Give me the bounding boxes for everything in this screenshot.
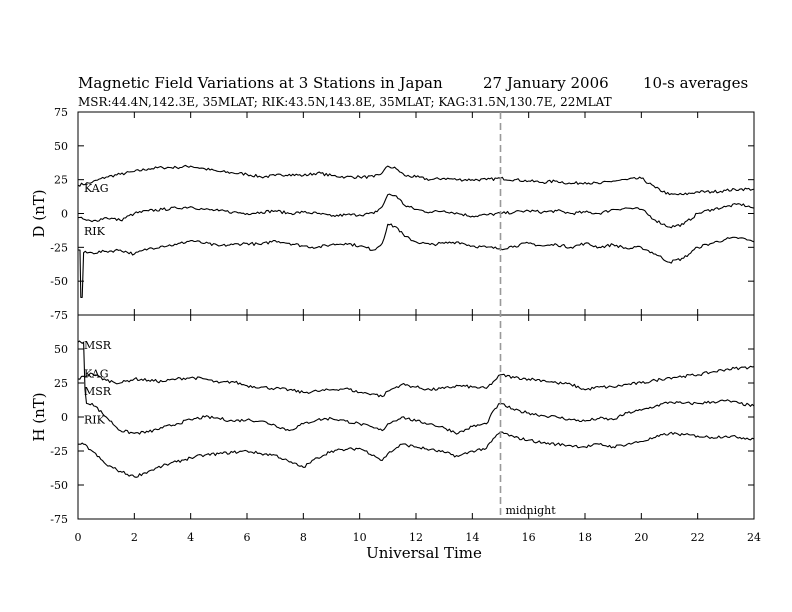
trace-label-rik: RIK (84, 225, 106, 238)
series-rik-d (77, 193, 755, 229)
trace-label-kag: KAG (84, 367, 109, 380)
panel-2: 50 25 0 -25 -50 -75 H (nT) KAG MSR MSR RIK (30, 314, 755, 526)
series-msr-d (78, 223, 755, 298)
x-tick-label: 12 (409, 531, 423, 544)
x-tick-label: 18 (578, 531, 592, 544)
y-tick-label: -25 (50, 445, 68, 458)
x-tick-label: 0 (75, 531, 82, 544)
x-tick-label: 8 (300, 531, 307, 544)
panel-frame (77, 111, 755, 316)
trace-label-kag: KAG (84, 182, 109, 195)
chart-title: Magnetic Field Variations at 3 Stations … (78, 74, 748, 109)
series-kag-d (77, 164, 755, 196)
y-tick-label: -50 (50, 275, 68, 288)
panel-frame (77, 314, 755, 520)
y-tick-label: 25 (54, 174, 68, 187)
series-kag-h (77, 365, 755, 398)
x-tick-label: 6 (244, 531, 251, 544)
x-tick-label: 20 (634, 531, 648, 544)
y-tick-label: 50 (54, 140, 68, 153)
midnight-label: midnight (506, 504, 557, 517)
panel-1: 75 50 25 0 -25 -50 -75 D (nT) KAG RIK (30, 106, 755, 322)
title-main: Magnetic Field Variations at 3 Stations … (78, 74, 443, 92)
y-tick-label: -25 (50, 241, 68, 254)
series-msr-h (77, 340, 755, 435)
plot-panels: 75 50 25 0 -25 -50 -75 D (nT) KAG RIK 50 25 0 -25 -50 -… (30, 106, 761, 544)
y-tick-label: 75 (54, 106, 68, 119)
y-tick-label: -50 (50, 479, 68, 492)
y-tick-label: -75 (50, 309, 68, 322)
x-tick-label: 24 (747, 531, 761, 544)
trace-label-msr-offset: MSR (84, 339, 112, 352)
trace-label-msr: MSR (84, 385, 112, 398)
title-averaging: 10-s averages (643, 74, 748, 92)
y-tick-label: 0 (61, 411, 68, 424)
x-tick-label: 10 (353, 531, 367, 544)
x-tick-label: 16 (522, 531, 536, 544)
y-tick-label: 50 (54, 343, 68, 356)
y-axis-label-1: D (nT) (30, 189, 48, 237)
x-axis-label: Universal Time (366, 544, 482, 562)
station-info: MSR:44.4N,142.3E, 35MLAT; RIK:43.5N,143.… (78, 95, 612, 109)
y-tick-label: 25 (54, 377, 68, 390)
x-tick-label: 14 (465, 531, 479, 544)
title-date: 27 January 2006 (483, 74, 609, 92)
series-rik-h (78, 431, 755, 478)
x-tick-label: 22 (691, 531, 705, 544)
y-tick-label: 0 (61, 208, 68, 221)
x-tick-label: 2 (131, 531, 138, 544)
x-tick-label: 4 (187, 531, 194, 544)
y-tick-label: -75 (50, 513, 68, 526)
trace-label-rik: RIK (84, 414, 106, 427)
y-axis-label-2: H (nT) (30, 392, 48, 441)
